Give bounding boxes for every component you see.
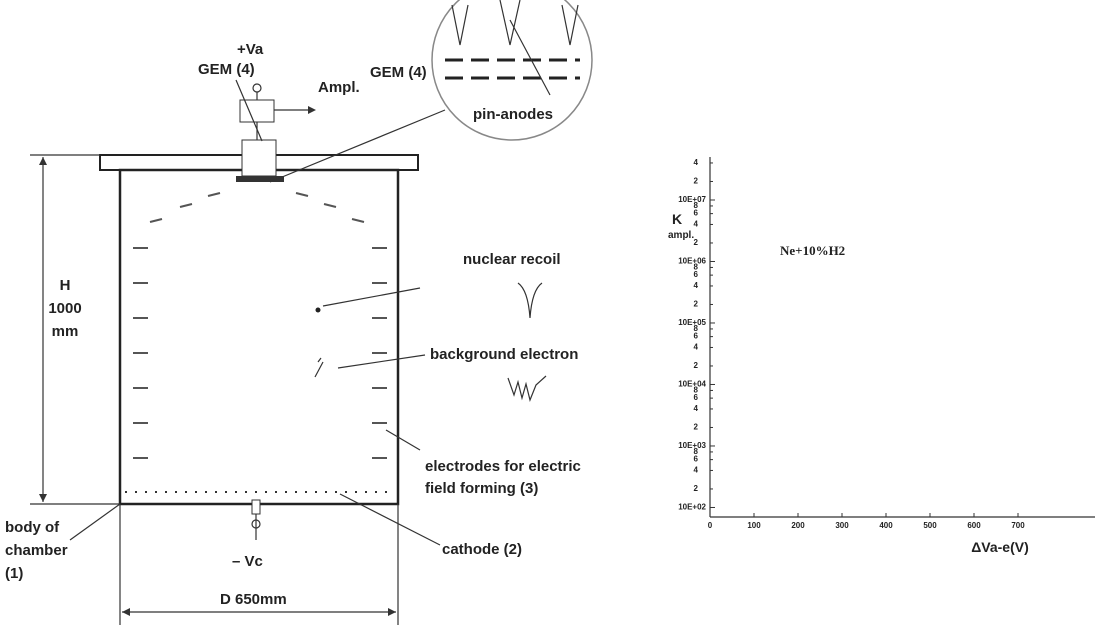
y-tick-label: 4 xyxy=(694,466,699,475)
y-tick-label: 10E+05 xyxy=(678,318,706,327)
amplifier xyxy=(239,99,275,123)
diagram-labels: GEM (4) +Va Ampl. GEM (4) pin-anodes H 1… xyxy=(5,41,581,608)
arrowhead xyxy=(308,106,316,114)
y-tick-label: 8 xyxy=(694,324,699,333)
electron-track xyxy=(314,357,324,378)
label: +Va xyxy=(237,41,264,58)
x-tick-label: 0 xyxy=(708,521,713,530)
label: GEM (4) xyxy=(198,61,255,78)
y-tick-label: 10E+07 xyxy=(678,195,706,204)
electron-signal xyxy=(507,375,547,402)
y-tick-label: 2 xyxy=(694,300,699,309)
y-tick-label: 2 xyxy=(694,177,699,186)
x-tick-label: 300 xyxy=(835,521,849,530)
y-tick-label: 6 xyxy=(694,393,699,402)
y-tick-label: 4 xyxy=(694,404,699,413)
x-label: ΔVa-e(V) xyxy=(971,539,1029,555)
y-tick-label: 6 xyxy=(694,332,699,341)
x-tick-label: 600 xyxy=(967,521,981,530)
label: cathode (2) xyxy=(442,541,522,558)
x-tick-label: 200 xyxy=(791,521,805,530)
x-tick-label: 700 xyxy=(1011,521,1025,530)
y-tick-label: 8 xyxy=(694,386,699,395)
leader xyxy=(69,503,121,541)
label: field forming (3) xyxy=(425,480,538,497)
y-tick-label: 8 xyxy=(694,201,699,210)
y-tick-label: 2 xyxy=(694,238,699,247)
y-label: ampl. xyxy=(668,230,694,241)
gem xyxy=(236,176,284,182)
label: body of xyxy=(5,519,60,536)
recoil-signal xyxy=(517,282,543,319)
terminal xyxy=(252,83,262,93)
label: Ampl. xyxy=(318,79,360,96)
leader xyxy=(269,109,446,183)
y-tick-label: 6 xyxy=(694,270,699,279)
recoil-track xyxy=(315,307,321,313)
x-tick-label: 500 xyxy=(923,521,937,530)
label: background electron xyxy=(430,346,578,363)
pin-anodes xyxy=(451,0,579,46)
y-tick-label: 10E+02 xyxy=(678,503,706,512)
leader xyxy=(509,19,551,96)
leader xyxy=(385,429,421,451)
chamber-diagram xyxy=(30,0,593,625)
electrodes xyxy=(133,192,387,459)
annotation: Ne+10%H2 xyxy=(780,243,845,258)
y-tick-label: 2 xyxy=(694,361,699,370)
label: H xyxy=(60,277,71,294)
label: 1000 xyxy=(48,300,81,317)
y-tick-label: 10E+06 xyxy=(678,257,706,266)
label: chamber xyxy=(5,542,68,559)
y-tick-label: 4 xyxy=(694,158,699,167)
label: D 650mm xyxy=(220,591,287,608)
y-tick-label: 4 xyxy=(694,220,699,229)
leader xyxy=(235,79,263,142)
label: electrodes for electric xyxy=(425,458,581,475)
y-tick-label: 4 xyxy=(694,281,699,290)
y-tick-label: 8 xyxy=(694,447,699,456)
y-tick-label: 2 xyxy=(694,484,699,493)
label: (1) xyxy=(5,565,23,582)
label: pin-anodes xyxy=(473,106,553,123)
label: – Vc xyxy=(232,553,263,570)
x-tick-label: 100 xyxy=(747,521,761,530)
leader xyxy=(322,287,421,307)
cathode-feed xyxy=(251,499,261,515)
terminal xyxy=(251,519,261,529)
label: mm xyxy=(52,323,79,340)
leader xyxy=(339,493,441,546)
gem-stack xyxy=(241,139,277,177)
gain-chart: 10E+02246810E+03246810E+04246810E+052468… xyxy=(668,157,1095,555)
y-label: K xyxy=(672,211,682,227)
y-tick-label: 10E+03 xyxy=(678,441,706,450)
x-tick-label: 400 xyxy=(879,521,893,530)
label: GEM (4) xyxy=(370,64,427,81)
y-tick-label: 6 xyxy=(694,209,699,218)
y-tick-label: 8 xyxy=(694,263,699,272)
leader xyxy=(337,354,426,369)
y-tick-label: 2 xyxy=(694,423,699,432)
y-tick-label: 6 xyxy=(694,455,699,464)
magnifier xyxy=(431,0,593,141)
y-tick-label: 10E+04 xyxy=(678,380,706,389)
y-tick-label: 4 xyxy=(694,343,699,352)
label: nuclear recoil xyxy=(463,251,561,268)
